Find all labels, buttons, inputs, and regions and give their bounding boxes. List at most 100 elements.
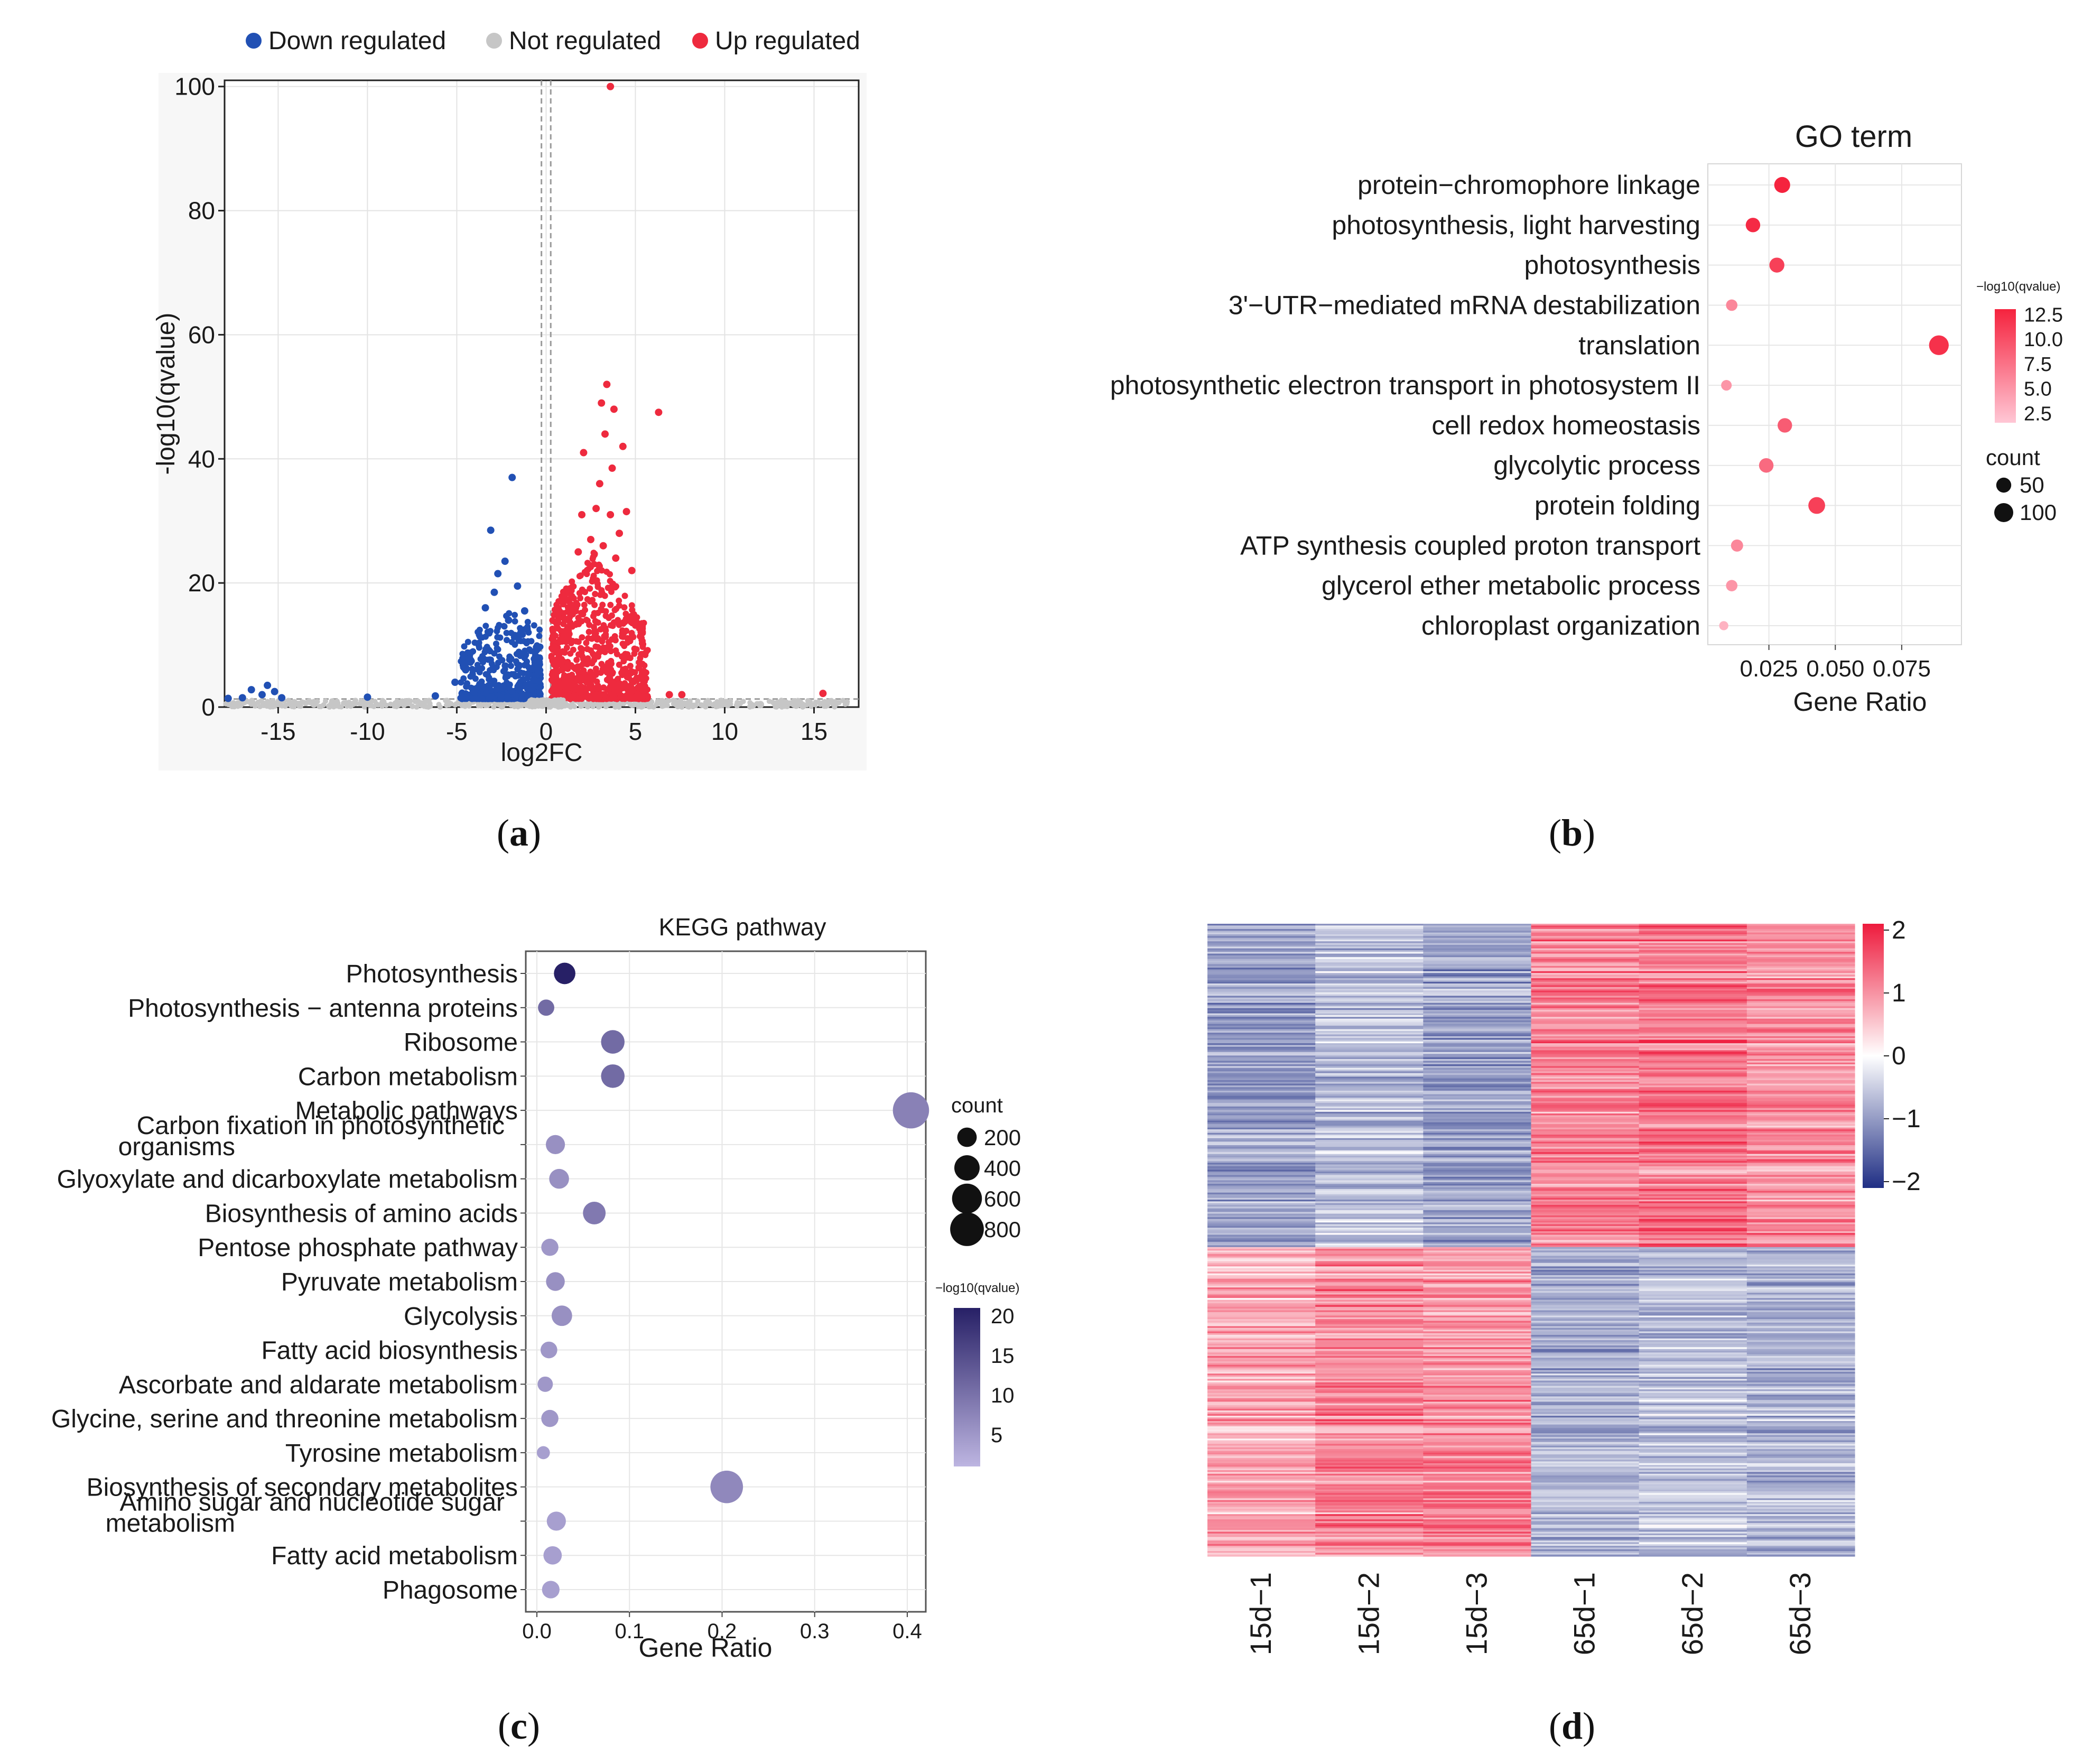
heatmap-cell xyxy=(1639,1366,1747,1369)
heatmap-cell xyxy=(1639,1400,1747,1402)
point-down-regulated xyxy=(460,675,467,682)
heatmap-cell xyxy=(1531,1194,1640,1196)
heatmap-cell xyxy=(1315,1389,1424,1392)
point-down-regulated xyxy=(495,646,501,653)
heatmap-cell xyxy=(1531,981,1640,984)
heatmap-cell xyxy=(1315,1509,1424,1511)
point-up-regulated xyxy=(640,693,647,700)
heatmap-cell xyxy=(1207,1055,1316,1058)
heatmap-cell xyxy=(1315,981,1424,984)
heatmap-cell xyxy=(1207,1182,1316,1184)
heatmap-cell xyxy=(1315,1290,1424,1293)
point-down-regulated xyxy=(473,666,480,673)
category-label: Ascorbate and aldarate metabolism xyxy=(119,1371,518,1399)
heatmap-cell xyxy=(1207,1064,1316,1066)
heatmap-cell xyxy=(1423,1061,1532,1063)
point-up-regulated xyxy=(592,630,599,637)
heatmap-cell xyxy=(1531,1150,1640,1153)
heatmap-cell xyxy=(1207,1544,1316,1546)
heatmap-cell xyxy=(1207,1201,1316,1204)
heatmap-cell xyxy=(1531,1036,1640,1038)
heatmap-cell xyxy=(1531,1284,1640,1286)
heatmap-cell xyxy=(1531,1061,1640,1063)
heatmap-cell xyxy=(1531,1305,1640,1307)
heatmap-cell xyxy=(1746,1189,1855,1191)
point-up-regulated xyxy=(603,568,610,575)
point-down-regulated xyxy=(512,611,518,618)
heatmap-cell xyxy=(1746,1475,1855,1478)
point-up-regulated xyxy=(607,510,615,518)
heatmap-cell xyxy=(1207,1424,1316,1427)
heatmap-cell xyxy=(1423,1537,1532,1539)
heatmap-cell xyxy=(1207,1516,1316,1518)
point-up-regulated xyxy=(569,672,575,679)
heatmap-cell xyxy=(1207,937,1316,940)
heatmap-cell xyxy=(1207,1498,1316,1501)
category-label: Photosynthesis xyxy=(346,960,518,988)
panel-label-letter: b xyxy=(1561,812,1583,854)
heatmap-cell xyxy=(1639,1120,1747,1123)
heatmap-cell xyxy=(1315,1345,1424,1348)
heatmap-cell xyxy=(1639,1343,1747,1346)
point-up-regulated xyxy=(590,676,597,683)
heatmap-cell xyxy=(1639,990,1747,993)
heatmap-cell xyxy=(1531,1166,1640,1168)
heatmap-cell xyxy=(1207,1319,1316,1322)
heatmap-cell xyxy=(1207,1229,1316,1232)
heatmap-cell xyxy=(1531,1111,1640,1114)
heatmap-cell xyxy=(1207,1240,1316,1242)
heatmap-cell xyxy=(1639,987,1747,989)
heatmap-cell xyxy=(1531,1143,1640,1146)
heatmap-cell xyxy=(1639,1306,1747,1309)
heatmap-cell xyxy=(1207,1159,1316,1162)
heatmap-cell xyxy=(1746,1326,1855,1329)
heatmap-cell xyxy=(1207,1493,1316,1496)
heatmap-cell xyxy=(1639,1342,1747,1344)
heatmap-cell xyxy=(1315,1103,1424,1106)
heatmap-cell xyxy=(1531,1001,1640,1004)
heatmap-cell xyxy=(1746,1449,1855,1452)
point-down-regulated xyxy=(460,661,467,667)
heatmap-cell xyxy=(1315,1004,1424,1007)
point-not-regulated xyxy=(827,698,833,703)
heatmap-cell xyxy=(1423,1315,1532,1318)
heatmap-cell xyxy=(1639,1087,1747,1090)
point-up-regulated xyxy=(602,612,609,619)
heatmap-cell xyxy=(1746,1090,1855,1093)
heatmap-cell xyxy=(1423,1160,1532,1163)
heatmap-cell xyxy=(1746,1229,1855,1232)
heatmap-cell xyxy=(1746,1456,1855,1459)
point-up-regulated xyxy=(592,505,600,513)
heatmap-cell xyxy=(1315,1017,1424,1019)
heatmap-cell xyxy=(1746,1491,1855,1493)
heatmap-cell xyxy=(1639,1169,1747,1172)
heatmap-cell xyxy=(1207,1387,1316,1390)
point-down-regulated xyxy=(537,683,544,690)
heatmap-cell xyxy=(1423,983,1532,986)
heatmap-cell xyxy=(1531,1398,1640,1400)
heatmap-cell xyxy=(1639,1196,1747,1199)
heatmap-cell xyxy=(1639,1403,1747,1406)
heatmap-cell xyxy=(1315,1371,1424,1374)
heatmap-cell xyxy=(1315,1220,1424,1223)
size-legend-dot xyxy=(950,1212,984,1246)
heatmap-cell xyxy=(1639,1222,1747,1225)
heatmap-cell xyxy=(1746,1200,1855,1202)
heatmap-cell xyxy=(1423,985,1532,988)
heatmap-cell xyxy=(1423,1224,1532,1227)
point-not-regulated xyxy=(659,698,665,703)
heatmap-cell xyxy=(1315,1262,1424,1265)
point-up-regulated xyxy=(678,691,686,699)
heatmap-cell xyxy=(1423,1191,1532,1193)
heatmap-cell xyxy=(1639,1327,1747,1330)
heatmap-cell xyxy=(1639,1176,1747,1179)
heatmap-cell xyxy=(1315,1438,1424,1441)
heatmap-cell xyxy=(1423,1528,1532,1530)
heatmap-cell xyxy=(1531,1229,1640,1232)
point-up-regulated xyxy=(616,661,622,668)
heatmap-cell xyxy=(1531,1256,1640,1258)
heatmap-cell xyxy=(1639,1261,1747,1264)
heatmap-cell xyxy=(1423,1535,1532,1538)
heatmap-cell xyxy=(1746,1008,1855,1010)
